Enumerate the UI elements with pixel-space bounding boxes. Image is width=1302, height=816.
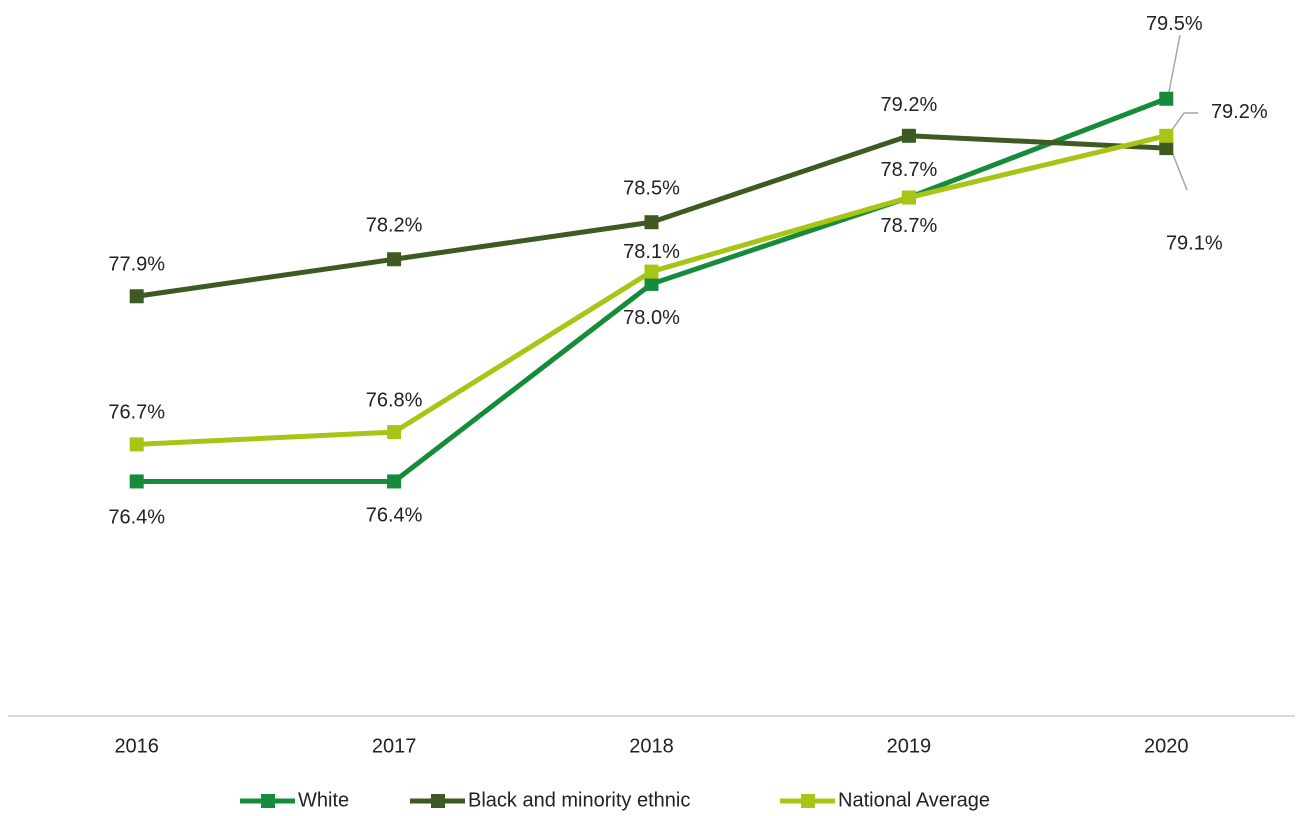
legend-label: National Average [838,789,990,811]
data-label: 77.9% [108,254,165,276]
legend-marker [261,794,275,808]
marker [901,128,916,143]
data-label: 76.4% [108,507,165,529]
marker [387,425,402,440]
marker [387,252,402,267]
marker [129,474,144,489]
marker [129,289,144,304]
data-label: 78.1% [623,241,680,263]
marker [1159,141,1174,156]
marker [1159,91,1174,106]
legend-marker [801,794,815,808]
data-label: 78.5% [623,177,680,199]
data-label: 79.5% [1146,13,1203,35]
leader-line [1171,151,1188,191]
data-label: 76.8% [366,389,423,411]
data-label: 76.4% [366,505,423,527]
x-tick-label: 2019 [887,735,932,757]
data-label: 78.2% [366,215,423,237]
data-label: 79.2% [1211,101,1268,123]
legend-marker [431,794,445,808]
data-label: 79.1% [1166,232,1223,254]
marker [644,215,659,230]
marker [644,276,659,291]
x-tick-label: 2018 [629,735,674,757]
leader-line [1171,112,1198,131]
data-label: 78.7% [881,215,938,237]
data-label: 78.0% [623,307,680,329]
legend-label: Black and minority ethnic [468,789,690,811]
x-tick-label: 2017 [372,735,417,757]
x-tick-label: 2020 [1144,735,1189,757]
legend-label: White [298,789,349,811]
data-label: 76.7% [108,402,165,424]
data-label: 79.2% [881,94,938,116]
marker [387,474,402,489]
data-label: 78.7% [881,159,938,181]
marker [901,190,916,205]
marker [129,437,144,452]
leader-line [1168,34,1181,93]
x-tick-label: 2016 [114,735,159,757]
marker [644,264,659,279]
marker [1159,128,1174,143]
